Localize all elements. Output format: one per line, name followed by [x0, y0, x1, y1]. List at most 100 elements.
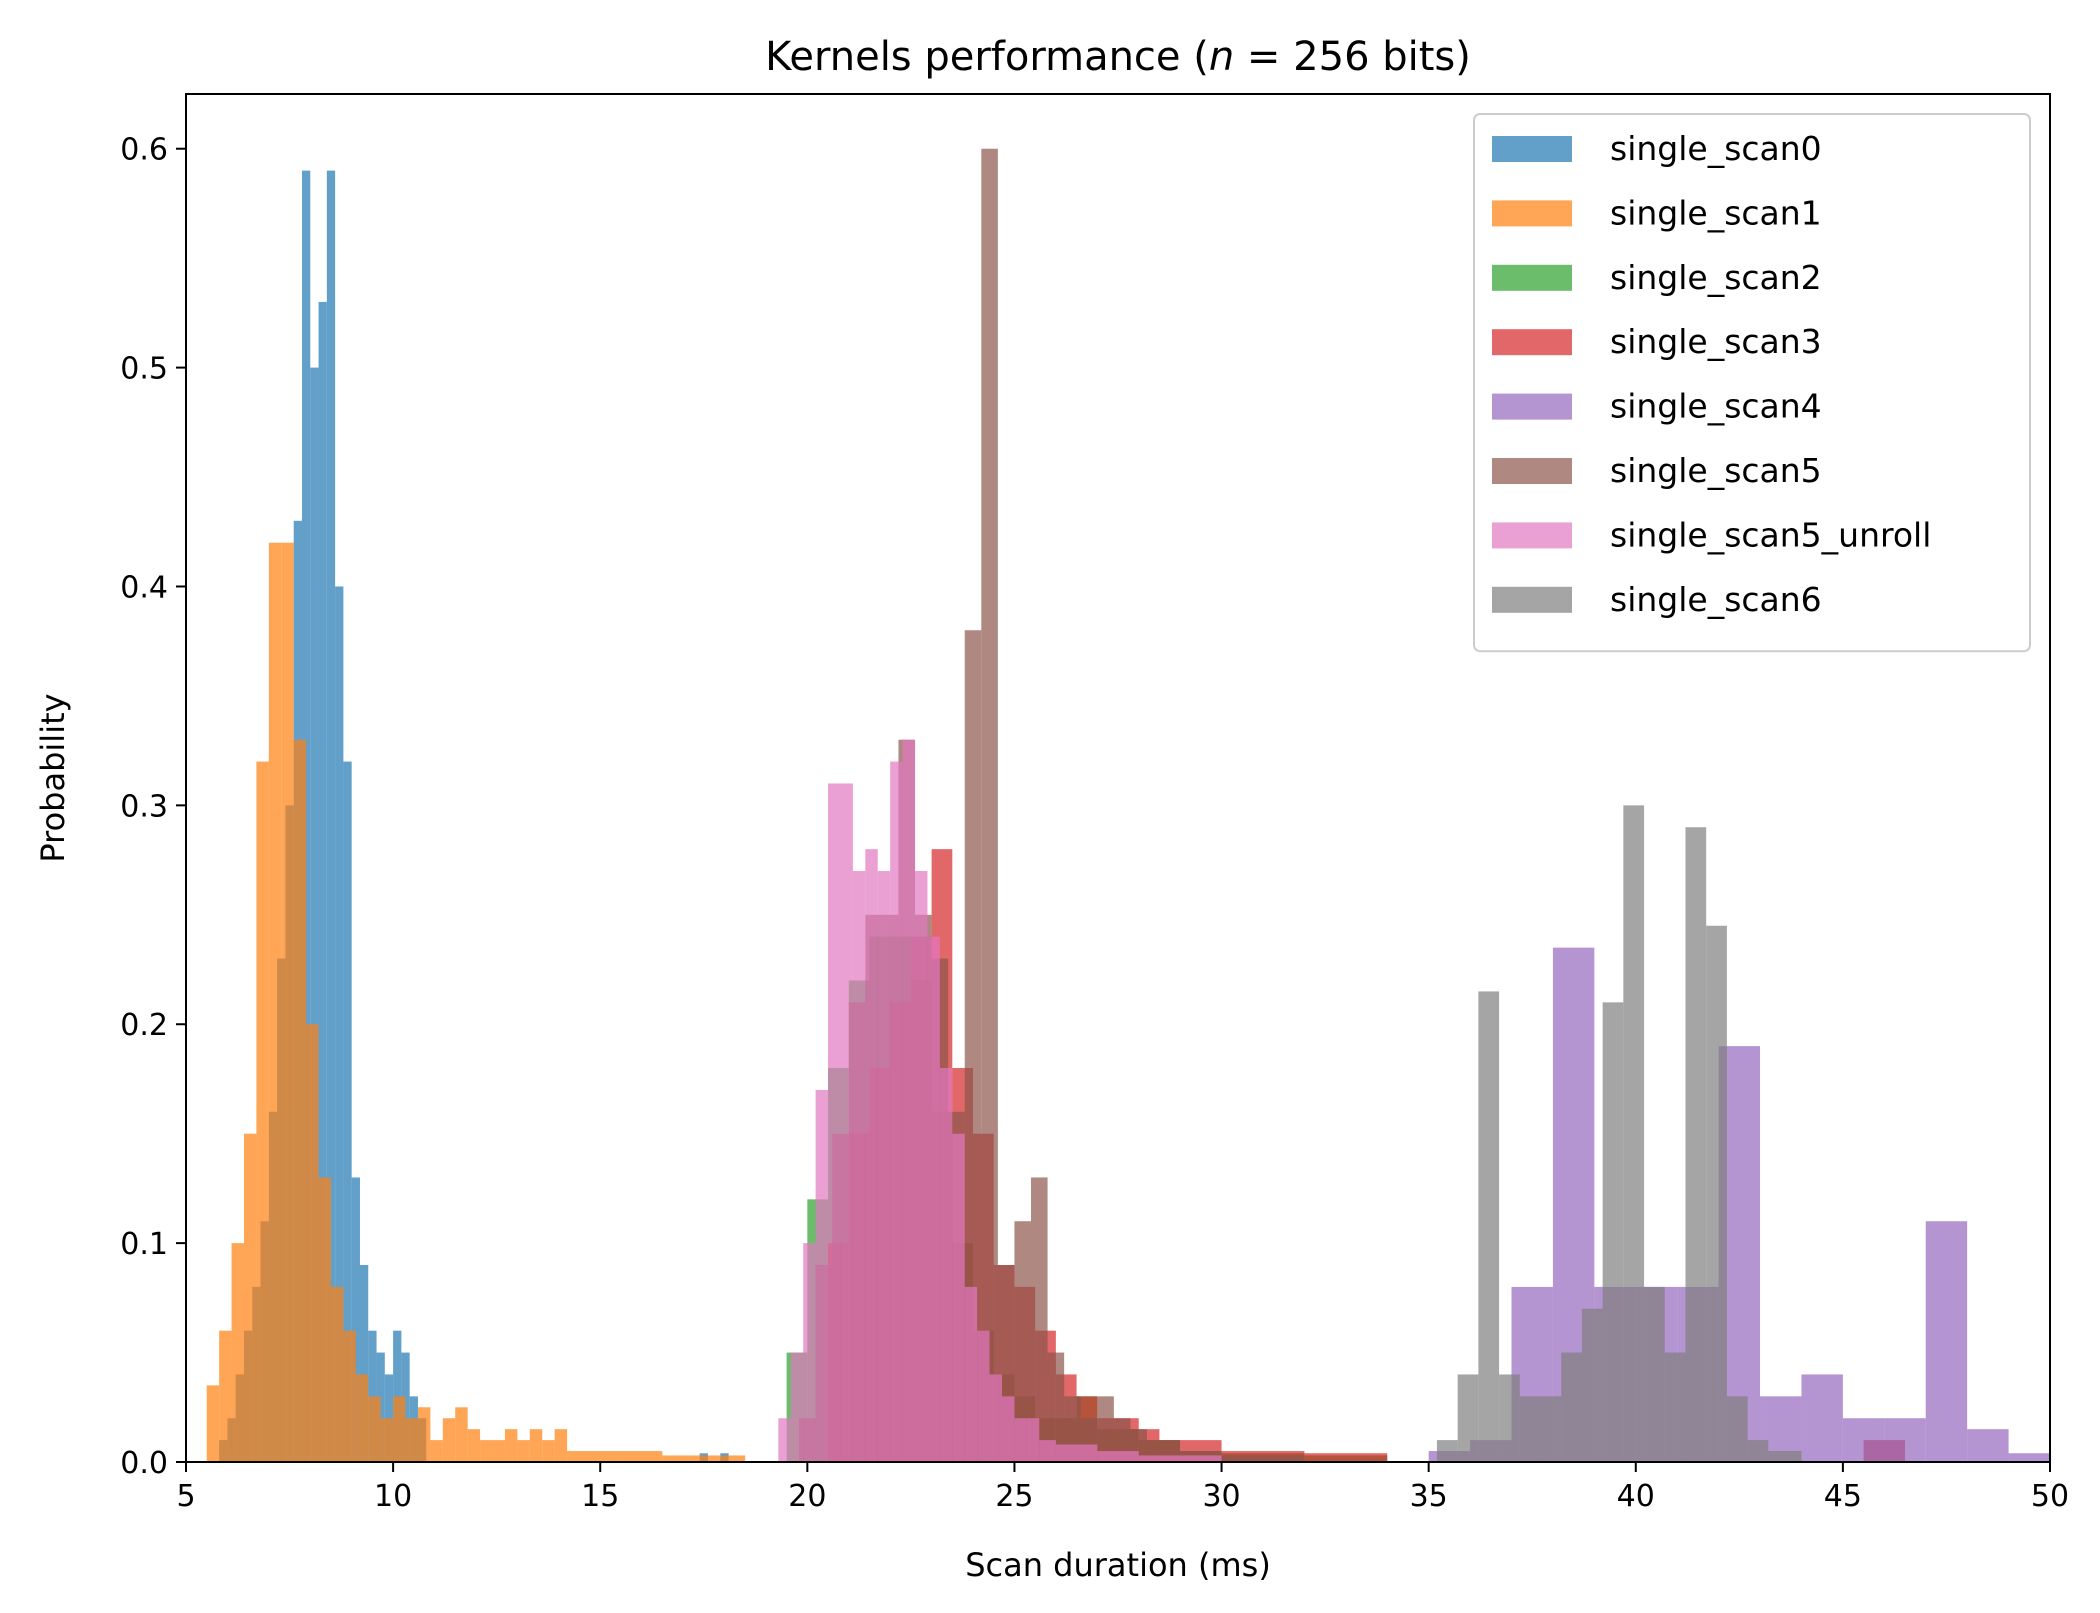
histogram-bar — [1925, 1221, 1968, 1462]
histogram-bar — [828, 783, 841, 1462]
histogram-bar — [952, 1133, 965, 1462]
y-axis-label: Probability — [34, 693, 72, 862]
histogram-bar — [393, 1330, 402, 1462]
histogram-bar — [529, 1429, 543, 1462]
histogram-bar — [981, 148, 998, 1463]
histogram-bar — [1047, 1352, 1065, 1462]
histogram-bar — [517, 1440, 530, 1462]
histogram-bar — [318, 1177, 331, 1462]
legend-item: single_scan6 — [1492, 580, 1822, 619]
histogram-bar — [504, 1429, 518, 1462]
legend-label: single_scan3 — [1610, 322, 1822, 361]
histogram-bar — [939, 1068, 953, 1462]
histogram-bar — [281, 542, 294, 1462]
histogram-bar — [1039, 1440, 1056, 1462]
legend-item: single_scan3 — [1492, 322, 1822, 361]
histogram-bar — [1031, 1177, 1048, 1462]
y-tick-label: 0.4 — [120, 570, 168, 605]
histogram-bar — [330, 1286, 344, 1462]
y-tick-label: 0.3 — [120, 789, 168, 824]
legend-swatch — [1492, 136, 1572, 162]
histogram-bar — [1113, 1418, 1131, 1462]
histogram-bar — [1623, 805, 1645, 1462]
chart-title-text: Kernels performance (n = 256 bits) — [765, 34, 1471, 80]
histogram-bar — [542, 1440, 555, 1462]
x-tick-label: 50 — [2031, 1479, 2069, 1514]
x-tick-label: 25 — [995, 1479, 1033, 1514]
series-single_scan1 — [206, 542, 746, 1462]
histogram-bar — [1581, 1308, 1603, 1462]
histogram-bar — [1540, 1396, 1562, 1462]
histogram-bar — [467, 1429, 481, 1462]
legend-label: single_scan5 — [1610, 451, 1822, 490]
legend-item: single_scan1 — [1492, 193, 1822, 232]
histogram-bar — [890, 761, 903, 1462]
bars-layer — [206, 148, 2050, 1463]
legend-box — [1473, 113, 2031, 653]
histogram-bar — [243, 1133, 257, 1462]
histogram-bar — [877, 871, 891, 1462]
legend-item: single_scan4 — [1492, 387, 1822, 426]
histogram-bar — [1002, 1396, 1015, 1462]
x-axis-label: Scan duration (ms) — [965, 1546, 1271, 1584]
histogram-bar — [964, 630, 982, 1462]
legend-swatch — [1492, 522, 1572, 549]
histogram-bar — [343, 761, 352, 1462]
histogram-bar — [1097, 1396, 1114, 1462]
legend-swatch — [1492, 586, 1572, 613]
histogram-bar — [1644, 1286, 1665, 1462]
legend-item: single_scan0 — [1492, 129, 1822, 168]
legend-swatch — [1492, 329, 1572, 356]
x-tick-label: 40 — [1617, 1479, 1655, 1514]
histogram-bar — [554, 1429, 568, 1462]
histogram-bar — [662, 1455, 704, 1462]
histogram-bar — [293, 739, 307, 1462]
y-tick-label: 0.2 — [120, 1008, 168, 1043]
legend: single_scan0 single_scan1 single_scan2sing… — [1473, 113, 2031, 653]
x-tick-label: 45 — [1824, 1479, 1862, 1514]
legend-swatch — [1492, 458, 1572, 484]
legend-item: single_scan5 — [1492, 451, 1822, 490]
histogram-bar — [405, 1418, 418, 1462]
y-tick-label: 0.1 — [120, 1227, 168, 1262]
histogram-bar — [219, 1330, 232, 1462]
histogram-bar — [778, 1418, 791, 1462]
x-tick-label: 15 — [581, 1479, 619, 1514]
legend-label: single_scan0 — [1610, 129, 1822, 168]
histogram-bar — [393, 1396, 406, 1462]
histogram-bar — [368, 1396, 381, 1462]
x-tick-label: 10 — [374, 1479, 412, 1514]
histogram-bar — [380, 1418, 394, 1462]
histogram-bar — [1055, 1444, 1098, 1462]
legend-label: single_scan5_unroll — [1610, 515, 1931, 554]
histogram-bar — [1221, 1455, 1305, 1462]
histogram-bar — [1768, 1451, 1802, 1462]
histogram-bar — [1884, 1418, 1926, 1462]
histogram-bar — [977, 1330, 990, 1462]
legend-label: single_scan4 — [1610, 387, 1822, 426]
histogram-bar — [480, 1440, 493, 1462]
histogram-bar — [1014, 1418, 1027, 1462]
histogram-bar — [355, 1374, 369, 1462]
histogram-bar — [206, 1385, 220, 1462]
y-tick-label: 0.0 — [120, 1446, 168, 1481]
histogram-bar — [318, 301, 327, 1463]
histogram-bar — [1478, 991, 1500, 1462]
legend-label: single_scan6 — [1610, 580, 1822, 619]
legend-swatch — [1492, 264, 1572, 291]
series-single_scan6 — [1436, 805, 1802, 1462]
histogram-bar — [1138, 1455, 1222, 1462]
legend-item: single_scan2 — [1492, 258, 1822, 297]
x-tick-label: 30 — [1202, 1479, 1240, 1514]
histogram-bar — [492, 1440, 505, 1462]
histogram-bar — [852, 871, 866, 1462]
histogram-bar — [1602, 1002, 1624, 1462]
histogram-bar — [865, 849, 878, 1462]
histogram-bar — [442, 1418, 456, 1462]
histogram-bar — [989, 1374, 1003, 1462]
histogram-bar — [1499, 1374, 1520, 1462]
histogram-bar — [1304, 1453, 1388, 1462]
histogram-bar — [1801, 1374, 1843, 1462]
histogram-bar — [1664, 1352, 1686, 1462]
